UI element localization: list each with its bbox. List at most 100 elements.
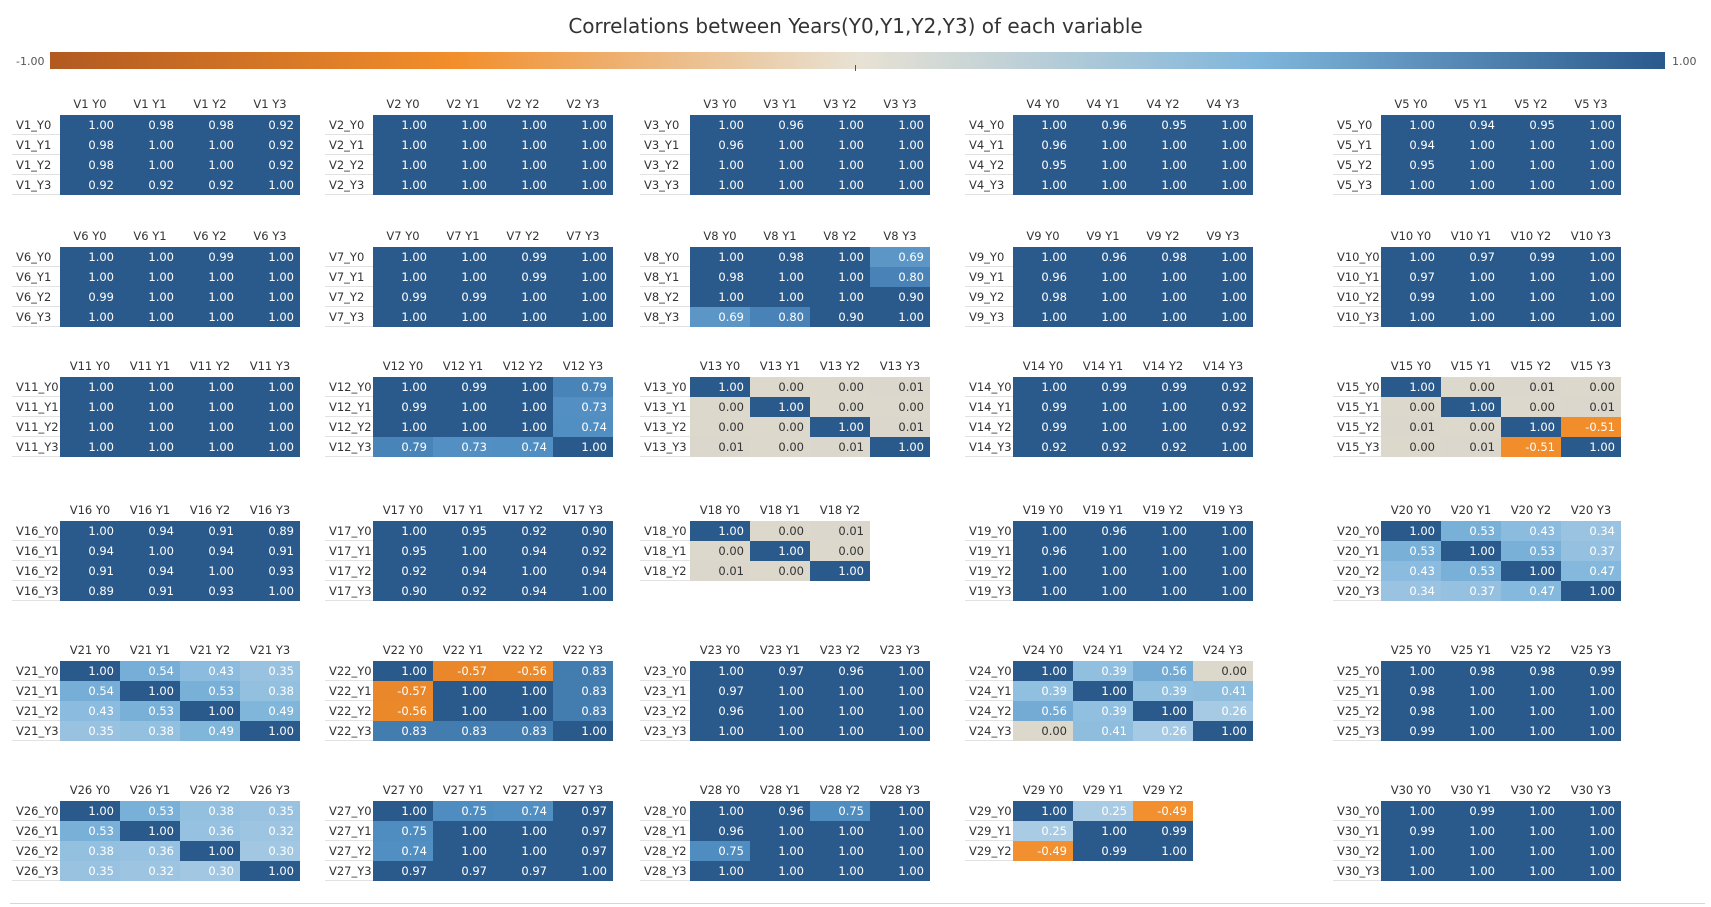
heatmap-cell: 1.00	[553, 155, 613, 175]
row-divider	[325, 174, 373, 175]
heatmap-cell: 1.00	[553, 247, 613, 267]
heatmap-cell: 1.00	[240, 267, 300, 287]
heatmap-cell: 0.99	[60, 287, 120, 307]
heatmap-cell: 0.92	[180, 175, 240, 195]
heatmap-cell: 0.00	[1381, 397, 1441, 417]
heatmap-cell: 1.00	[240, 287, 300, 307]
heatmap-cell: 0.00	[1501, 397, 1561, 417]
row-divider	[1333, 600, 1381, 601]
heatmap-cell: 0.80	[750, 307, 810, 327]
heatmap-cell: 1.00	[690, 521, 750, 541]
column-header: V30 Y0	[1390, 783, 1432, 797]
row-divider	[965, 680, 1013, 681]
heatmap-cell: 0.99	[1013, 397, 1073, 417]
heatmap-cell: 1.00	[240, 247, 300, 267]
heatmap-cell: 1.00	[553, 307, 613, 327]
row-divider	[640, 396, 690, 397]
row-divider	[1333, 436, 1381, 437]
heatmap-cell: 0.75	[373, 821, 433, 841]
column-header: V19 Y2	[1142, 503, 1184, 517]
heatmap-cell: 1.00	[870, 115, 930, 135]
heatmap-cell: 0.32	[240, 821, 300, 841]
row-header: V6_Y1	[16, 270, 52, 284]
heatmap-cell: -0.49	[1133, 801, 1193, 821]
heatmap-cell: 0.92	[373, 561, 433, 581]
row-divider	[1333, 720, 1381, 721]
heatmap-cell: 0.91	[60, 561, 120, 581]
heatmap-cell: 0.99	[433, 287, 493, 307]
row-divider	[965, 860, 1013, 861]
row-divider	[640, 740, 690, 741]
heatmap-cell: 0.94	[120, 561, 180, 581]
heatmap-cell: 1.00	[1501, 681, 1561, 701]
row-divider	[325, 326, 373, 327]
row-divider	[12, 820, 60, 821]
legend-max-label: 1.00	[1672, 55, 1697, 68]
heatmap-cell: 1.00	[433, 267, 493, 287]
column-header: V13 Y1	[759, 359, 801, 373]
heatmap-cell: 1.00	[1133, 521, 1193, 541]
matrix-v23: V23 Y0 V23 Y1 V23 Y2 V23 Y3 V23_Y0 1.00 0.97 0.…	[640, 643, 930, 741]
heatmap-cell: 0.74	[553, 417, 613, 437]
heatmap-cell: 1.00	[1501, 861, 1561, 881]
heatmap-cell: 1.00	[493, 135, 553, 155]
heatmap-cell: 0.35	[60, 721, 120, 741]
column-header: V21 Y3	[249, 643, 291, 657]
column-header: V6 Y0	[73, 229, 107, 243]
heatmap-cell: 1.00	[870, 175, 930, 195]
heatmap-cell: 0.97	[750, 661, 810, 681]
heatmap-cell: 1.00	[870, 801, 930, 821]
matrix-v28: V28 Y0 V28 Y1 V28 Y2 V28 Y3 V28_Y0 1.00 0.96 0.…	[640, 783, 930, 881]
column-header: V28 Y1	[759, 783, 801, 797]
heatmap-cell: 0.95	[1013, 155, 1073, 175]
column-header: V25 Y3	[1570, 643, 1612, 657]
heatmap-cell: 1.00	[750, 701, 810, 721]
row-divider	[325, 540, 373, 541]
column-header: V9 Y3	[1206, 229, 1240, 243]
heatmap-cell: 1.00	[60, 377, 120, 397]
heatmap-cell: 1.00	[373, 307, 433, 327]
heatmap-cell: 0.97	[553, 841, 613, 861]
row-divider	[12, 436, 60, 437]
row-header: V6_Y2	[16, 290, 52, 304]
column-header: V13 Y0	[699, 359, 741, 373]
heatmap-cell: 1.00	[1561, 821, 1621, 841]
heatmap-cell: 0.41	[1193, 681, 1253, 701]
heatmap-cell: 0.99	[1381, 821, 1441, 841]
row-divider	[640, 720, 690, 721]
column-header: V13 Y3	[879, 359, 921, 373]
heatmap-cell: 1.00	[120, 821, 180, 841]
heatmap-cell: 1.00	[810, 175, 870, 195]
heatmap-cell: -0.57	[373, 681, 433, 701]
heatmap-cell: 1.00	[1441, 175, 1501, 195]
heatmap-cell: 0.90	[810, 307, 870, 327]
row-header: V19_Y1	[969, 544, 1012, 558]
heatmap-cell: 0.00	[810, 377, 870, 397]
heatmap-cell: 1.00	[1193, 721, 1253, 741]
matrix-v8: V8 Y0 V8 Y1 V8 Y2 V8 Y3 V8_Y0 1.00 0.98 1.00 0.6…	[640, 229, 930, 327]
row-divider	[12, 680, 60, 681]
column-header: V10 Y3	[1570, 229, 1612, 243]
column-header: V28 Y0	[699, 783, 741, 797]
heatmap-cell: 0.26	[1193, 701, 1253, 721]
heatmap-cell: 1.00	[1501, 821, 1561, 841]
row-divider	[640, 174, 690, 175]
row-divider	[325, 154, 373, 155]
heatmap-cell: 0.01	[1561, 397, 1621, 417]
heatmap-cell: 1.00	[870, 661, 930, 681]
column-header: V9 Y1	[1086, 229, 1120, 243]
row-divider	[325, 700, 373, 701]
matrix-v12: V12 Y0 V12 Y1 V12 Y2 V12 Y3 V12_Y0 1.00 0.99 1.…	[325, 359, 613, 457]
heatmap-cell: 0.47	[1501, 581, 1561, 601]
column-header: V14 Y0	[1022, 359, 1064, 373]
row-header: V20_Y3	[1337, 584, 1380, 598]
heatmap-cell: 0.96	[1073, 521, 1133, 541]
heatmap-cell: 1.00	[1133, 175, 1193, 195]
heatmap-cell: 0.96	[1073, 247, 1133, 267]
heatmap-cell: 0.53	[1501, 541, 1561, 561]
heatmap-cell: 1.00	[690, 661, 750, 681]
heatmap-cell: 0.74	[493, 801, 553, 821]
heatmap-cell: 1.00	[493, 155, 553, 175]
heatmap-cell: 0.98	[1381, 701, 1441, 721]
column-header: V16 Y2	[189, 503, 231, 517]
